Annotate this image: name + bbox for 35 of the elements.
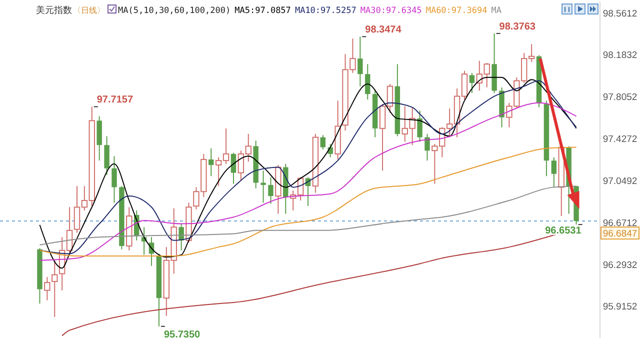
- ref-line-label: 96.6847: [602, 228, 638, 240]
- candlestick: [104, 136, 110, 176]
- annotation: 95.7350: [164, 329, 201, 340]
- candlestick: [424, 133, 430, 162]
- text: MA30:97.6345: [360, 6, 422, 16]
- candlestick: [260, 170, 266, 204]
- candlestick: [52, 260, 58, 318]
- candlestick: [365, 64, 370, 100]
- annotation: 98.3474: [365, 24, 402, 36]
- y-tick-label: 96.2932: [602, 260, 638, 271]
- y-tick-label: 97.0492: [602, 176, 638, 187]
- text: MA10:97.5257: [294, 6, 356, 16]
- y-tick-label: 97.4272: [602, 134, 638, 146]
- y-tick-label: 97.8052: [602, 92, 638, 104]
- candlestick: [320, 134, 326, 150]
- y-tick-label: 98.1832: [602, 50, 638, 62]
- y-tick-label: 95.9152: [602, 302, 638, 313]
- candlestick: [112, 156, 117, 204]
- candlestick: [268, 176, 274, 204]
- annotation: 97.7157: [96, 94, 134, 106]
- candlestick: [208, 148, 214, 177]
- chart-title: 美元指数: [36, 5, 72, 16]
- text: 〈日线〉: [73, 6, 105, 15]
- text: MA: [491, 6, 502, 16]
- candlestick: [551, 156, 557, 188]
- y-tick-label: 98.5612: [602, 8, 638, 20]
- candlestick: [417, 110, 422, 142]
- annotation: MA(5,10,30,60,100,200): [118, 6, 231, 16]
- y-tick-label: 96.6712: [602, 218, 638, 229]
- text: MA60:97.3694: [426, 6, 488, 16]
- annotation: 98.3763: [499, 21, 536, 32]
- candlestick: [469, 72, 475, 94]
- candlestick: [44, 276, 50, 301]
- text: MA5:97.0857: [234, 6, 291, 16]
- candlestick: [230, 152, 236, 184]
